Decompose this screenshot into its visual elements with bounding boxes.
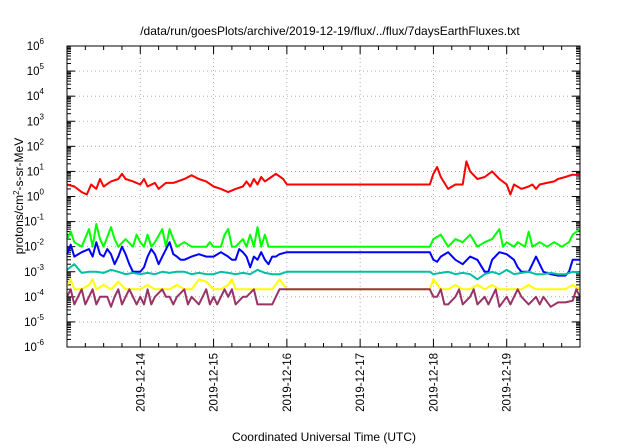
y-tick-labels: 10-610-510-410-310-210-11001011021031041… xyxy=(24,37,44,354)
series-line-6 xyxy=(66,288,581,308)
y-axis-label: protons/cm2-s-sr-MeV xyxy=(12,138,26,254)
y-tick-base: 10 xyxy=(24,317,37,329)
y-tick-label: 102 xyxy=(27,137,45,153)
series-layer xyxy=(66,160,581,308)
y-tick-exponent: -4 xyxy=(37,288,45,297)
y-tick-base: 10 xyxy=(27,166,40,178)
y-tick-label: 101 xyxy=(27,162,45,178)
y-tick-exponent: 5 xyxy=(40,62,45,71)
y-tick-base: 10 xyxy=(27,192,40,204)
y-tick-label: 10-6 xyxy=(24,338,44,354)
y-tick-exponent: 2 xyxy=(40,137,45,146)
y-tick-label: 104 xyxy=(27,87,45,103)
y-tick-base: 10 xyxy=(24,342,37,354)
x-tick-label: 2019-12-14 xyxy=(135,352,147,411)
x-tick-label: 2019-12-17 xyxy=(355,353,367,412)
y-tick-base: 10 xyxy=(27,41,40,53)
y-tick-base: 10 xyxy=(27,66,40,78)
y-tick-base: 10 xyxy=(24,267,37,279)
x-tick-label: 2019-12-15 xyxy=(209,353,221,412)
y-tick-base: 10 xyxy=(27,116,40,128)
x-axis-label: Coordinated Universal Time (UTC) xyxy=(232,430,416,444)
series-line-1 xyxy=(66,160,581,196)
y-tick-label: 105 xyxy=(27,62,45,78)
y-tick-exponent: -5 xyxy=(37,313,45,322)
y-tick-exponent: -2 xyxy=(37,238,45,247)
y-tick-label: 10-2 xyxy=(24,238,44,254)
y-axis-label-main: protons/cm xyxy=(12,195,26,254)
x-tick-label: 2019-12-16 xyxy=(282,353,294,412)
y-tick-label: 103 xyxy=(27,112,45,128)
y-tick-exponent: 0 xyxy=(40,188,45,197)
y-tick-exponent: 3 xyxy=(40,112,45,121)
y-tick-base: 10 xyxy=(24,292,37,304)
y-tick-base: 10 xyxy=(24,242,37,254)
plot-frame xyxy=(66,45,581,348)
series-line-3 xyxy=(66,241,580,277)
y-tick-label: 100 xyxy=(27,188,45,204)
y-tick-label: 106 xyxy=(27,37,45,53)
y-tick-exponent: -6 xyxy=(37,338,45,347)
y-tick-label: 10-4 xyxy=(24,288,44,304)
x-tick-labels: 2019-12-14 2019-12-15 2019-12-16 2019-12-17… xyxy=(135,352,513,411)
y-tick-base: 10 xyxy=(27,91,40,103)
x-tick-label: 2019-12-18 xyxy=(428,353,440,412)
series-line-2 xyxy=(66,223,581,248)
chart-title: /data/run/goesPlots/archive/2019-12-19/f… xyxy=(140,24,520,38)
series-line-5 xyxy=(66,278,581,291)
y-tick-exponent: -3 xyxy=(37,263,45,272)
series-line-4 xyxy=(66,263,581,281)
y-tick-base: 10 xyxy=(27,141,40,153)
x-tick-label: 2019-12-19 xyxy=(502,353,514,412)
y-tick-exponent: 1 xyxy=(40,162,45,171)
y-tick-label: 10-3 xyxy=(24,263,44,279)
y-tick-exponent: -1 xyxy=(37,213,45,222)
y-tick-label: 10-1 xyxy=(24,213,44,229)
y-tick-base: 10 xyxy=(24,217,37,229)
y-tick-label: 10-5 xyxy=(24,313,44,329)
y-axis-label-exponent: 2 xyxy=(12,190,21,195)
y-tick-exponent: 4 xyxy=(40,87,45,96)
y-tick-exponent: 6 xyxy=(40,37,45,46)
y-axis-label-rest: -s-sr-MeV xyxy=(12,138,26,191)
